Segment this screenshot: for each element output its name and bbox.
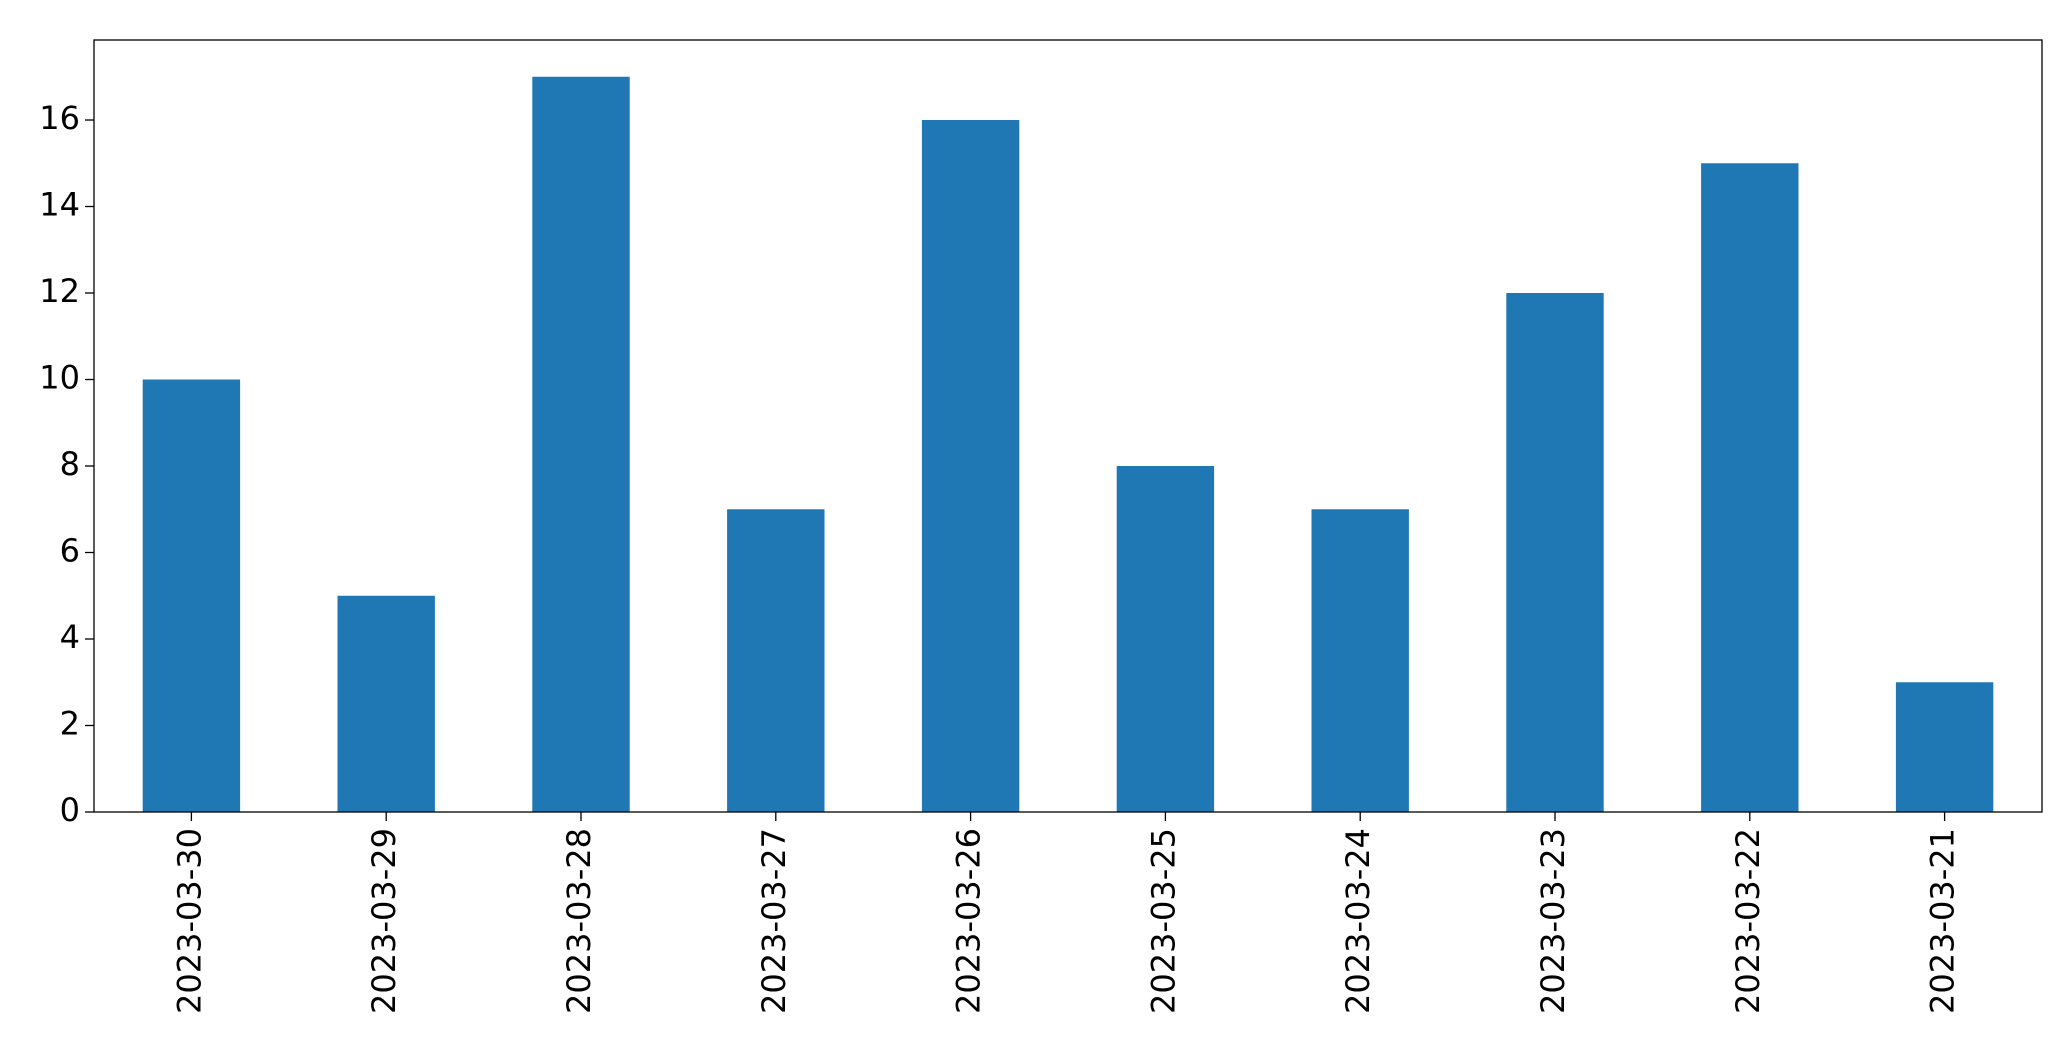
x-tick-label: 2023-03-28 xyxy=(560,828,598,1014)
bar xyxy=(142,379,241,812)
bar xyxy=(1506,293,1604,812)
x-tick-label: 2023-03-24 xyxy=(1339,828,1377,1014)
y-tick-label: 4 xyxy=(60,618,80,656)
bar xyxy=(532,76,630,812)
y-tick-label: 0 xyxy=(60,791,80,829)
plot-frame xyxy=(93,39,2043,813)
y-tick-label: 10 xyxy=(39,359,80,397)
bar xyxy=(727,509,825,812)
x-tick-label: 2023-03-21 xyxy=(1924,828,1962,1014)
bar xyxy=(337,595,435,812)
y-tick-label: 8 xyxy=(60,445,80,483)
bar xyxy=(1311,509,1409,812)
x-tick-label: 2023-03-27 xyxy=(755,828,793,1014)
x-tick-label: 2023-03-23 xyxy=(1534,828,1572,1014)
bar xyxy=(921,120,1020,812)
y-tick-label: 2 xyxy=(60,705,80,743)
x-tick-label: 2023-03-25 xyxy=(1144,828,1182,1014)
y-tick-label: 14 xyxy=(39,186,80,224)
y-tick-label: 12 xyxy=(39,272,80,310)
x-tick-label: 2023-03-29 xyxy=(365,828,403,1014)
bar xyxy=(1701,163,1799,812)
bar xyxy=(1116,466,1215,812)
y-tick-label: 6 xyxy=(60,532,80,570)
x-tick-label: 2023-03-22 xyxy=(1729,828,1767,1014)
bar xyxy=(1895,682,1994,812)
y-tick-label: 16 xyxy=(39,99,80,137)
x-tick-label: 2023-03-26 xyxy=(950,828,988,1014)
x-tick-label: 2023-03-30 xyxy=(170,828,208,1014)
